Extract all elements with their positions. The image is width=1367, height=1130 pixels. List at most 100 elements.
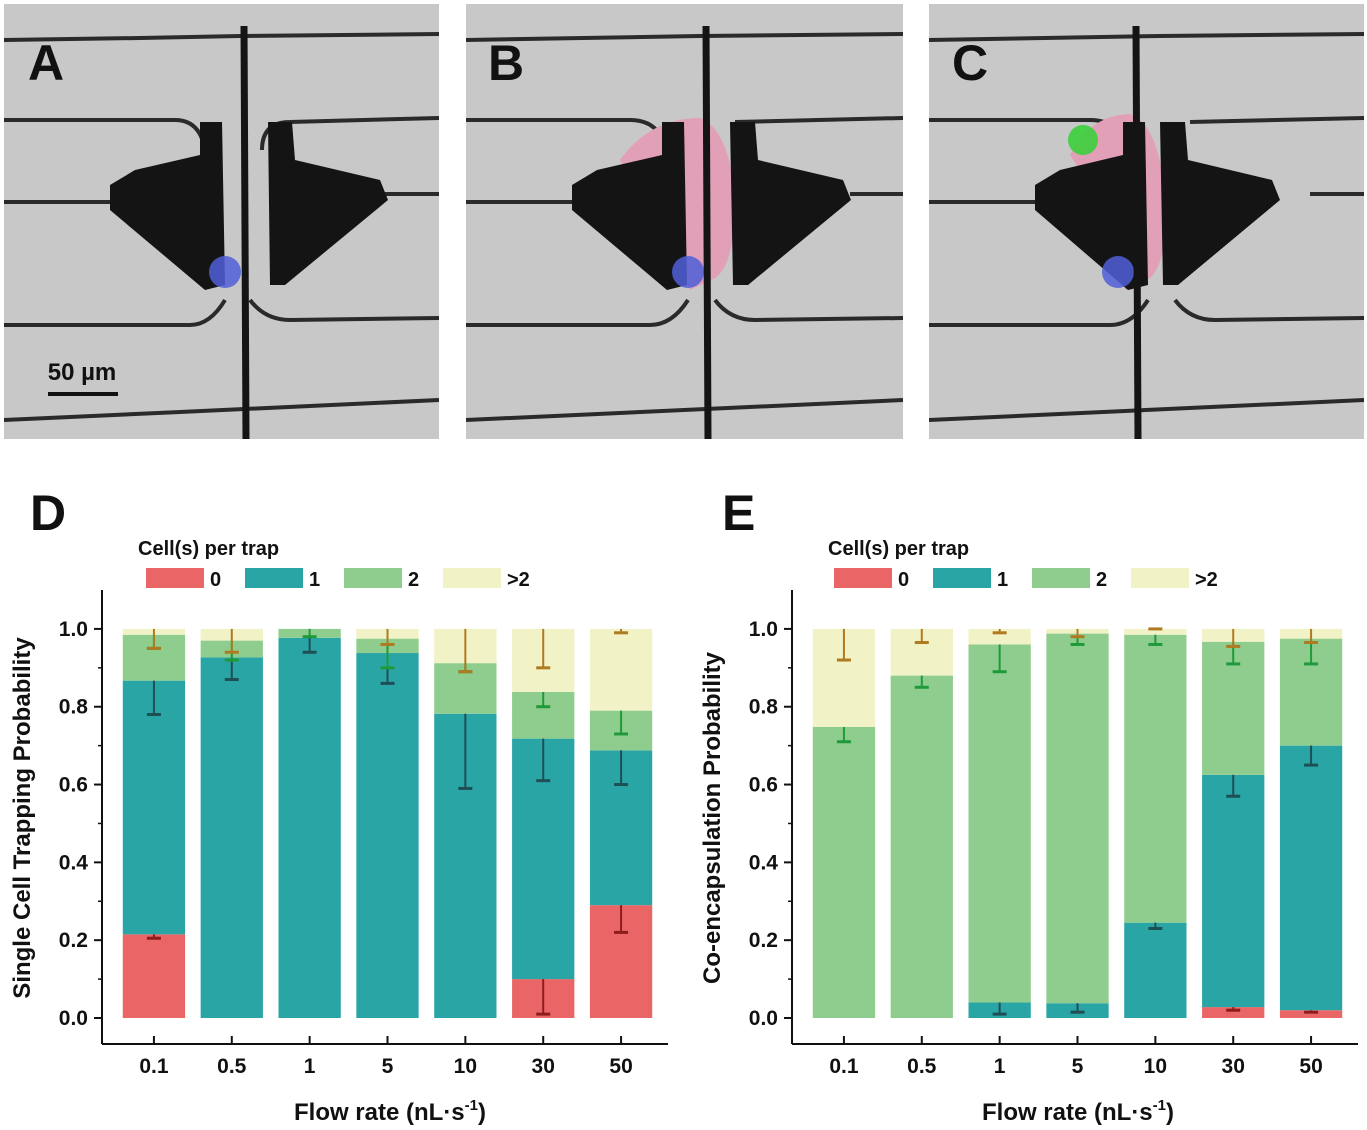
legend-label-0: 0 [898,569,909,591]
channel-wall [929,298,1150,327]
legend-swatch-1 [245,568,303,588]
chart-e: E Cell(s) per trap 0 1 2 >2 0.1 0.5 1 5 10 30 500… [699,485,1358,1126]
bar-2-0.1 [812,726,876,1018]
y-tick-label: 0.8 [749,696,779,719]
legend-title: Cell(s) per trap [138,538,279,560]
axes: 0.1 0.5 1 5 10 30 50 0.0 0.2 0.4 0.6 0.8 1.0 [59,590,668,1078]
micrograph-a: 50 µm [4,4,439,439]
bar-1-1 [278,637,341,1018]
legend-label-0: 0 [210,569,221,591]
y-tick-label: 0.6 [749,774,778,797]
channel-wall [4,32,439,42]
bar-1-30 [1202,774,1265,1008]
trap-right [730,122,851,285]
x-tick-label: 30 [1222,1055,1245,1078]
bar-1-50 [1279,745,1343,1011]
trap-left [572,122,687,290]
legend-swatch-0 [146,568,204,588]
x-tick-label: 0.1 [829,1055,859,1078]
legend-swatch-2 [344,568,402,588]
y-tick-label: 0.6 [59,774,88,797]
panel-letter-c: C [952,35,988,91]
trap-left [1035,122,1148,290]
scale-bar-label: 50 µm [48,359,117,386]
panel-letter-e: E [722,485,755,541]
x-tick-label: 1 [994,1055,1006,1078]
bar->2-10 [1124,628,1187,635]
bar-2-1 [968,644,1031,1003]
x-tick-label: 10 [1144,1055,1167,1078]
green-cell [1068,125,1098,155]
channel-wall [1173,298,1364,323]
y-axis-title: Co-encapsulation Probability [699,651,726,984]
bar-0-50 [1279,1010,1343,1018]
legend-swatch-0 [834,568,892,588]
blue-cell [672,256,704,288]
y-tick-label: 0.0 [749,1007,778,1030]
y-axis-title: Single Cell Trapping Probability [9,637,36,999]
legend-title: Cell(s) per trap [828,538,969,560]
vertical-line [1132,25,1142,439]
micrograph-c [929,4,1364,439]
blue-cell [1102,256,1134,288]
legend-label-3: >2 [507,569,530,591]
bar-1-10 [1124,922,1187,1018]
x-axis-title: Flow rate (nL·s-1) [294,1097,486,1126]
channel-wall [929,32,1364,42]
channel-wall [466,32,903,42]
legend-label-1: 1 [309,569,320,591]
legend-swatch-1 [933,568,991,588]
error-bars [146,628,629,1016]
legend: 0 1 2 >2 [834,568,1218,591]
bar-2-5 [1046,633,1109,1004]
x-tick-label: 30 [532,1055,555,1078]
x-tick-label: 0.1 [139,1055,169,1078]
axes: 0.1 0.5 1 5 10 30 50 0.0 0.2 0.4 0.6 0.8 1.0 [749,590,1358,1078]
x-tick-label: 50 [609,1055,632,1078]
legend-swatch-3 [1131,568,1189,588]
blue-cell [209,256,241,288]
x-tick-label: 5 [382,1055,394,1078]
channel-wall [4,298,227,327]
y-tick-label: 0.4 [749,851,779,874]
channel-wall [466,398,903,422]
y-tick-label: 0.2 [59,929,88,952]
x-tick-label: 10 [454,1055,477,1078]
x-tick-label: 5 [1072,1055,1084,1078]
y-tick-label: 1.0 [59,618,88,641]
channel-wall [713,298,903,323]
legend-swatch-2 [1032,568,1090,588]
bar-0-30 [1202,1007,1265,1018]
channel-wall [248,298,439,323]
bar-1-5 [356,653,419,1018]
panel-letter-b: B [488,35,524,91]
vertical-line [240,25,250,439]
x-tick-label: 1 [304,1055,316,1078]
channel-wall [1189,116,1364,124]
vertical-line [702,25,712,439]
y-tick-label: 0.0 [59,1007,88,1030]
chart-d: D Cell(s) per trap 0 1 2 >2 0.1 0.5 1 5 10 30 500… [9,485,668,1126]
bar->2-1 [968,628,1031,645]
x-tick-label: 0.5 [907,1055,937,1078]
bar-2-0.5 [890,675,953,1018]
x-tick-label: 0.5 [217,1055,247,1078]
bar-1-0.1 [122,680,186,935]
bar-1-0.5 [200,657,263,1018]
y-tick-label: 0.8 [59,696,89,719]
legend: 0 1 2 >2 [146,568,530,591]
channel-wall [4,398,439,422]
error-bars [836,627,1319,1016]
x-axis-title: Flow rate (nL·s-1) [982,1097,1174,1126]
bars [122,628,653,1018]
trap-right [1160,122,1280,285]
panel-letter-a: A [28,35,64,91]
channel-wall [929,398,1364,422]
legend-label-2: 2 [1096,569,1107,591]
trap-right [268,122,388,285]
legend-label-1: 1 [997,569,1008,591]
y-tick-label: 1.0 [749,618,778,641]
trap-left [110,122,225,290]
y-tick-label: 0.2 [749,929,778,952]
